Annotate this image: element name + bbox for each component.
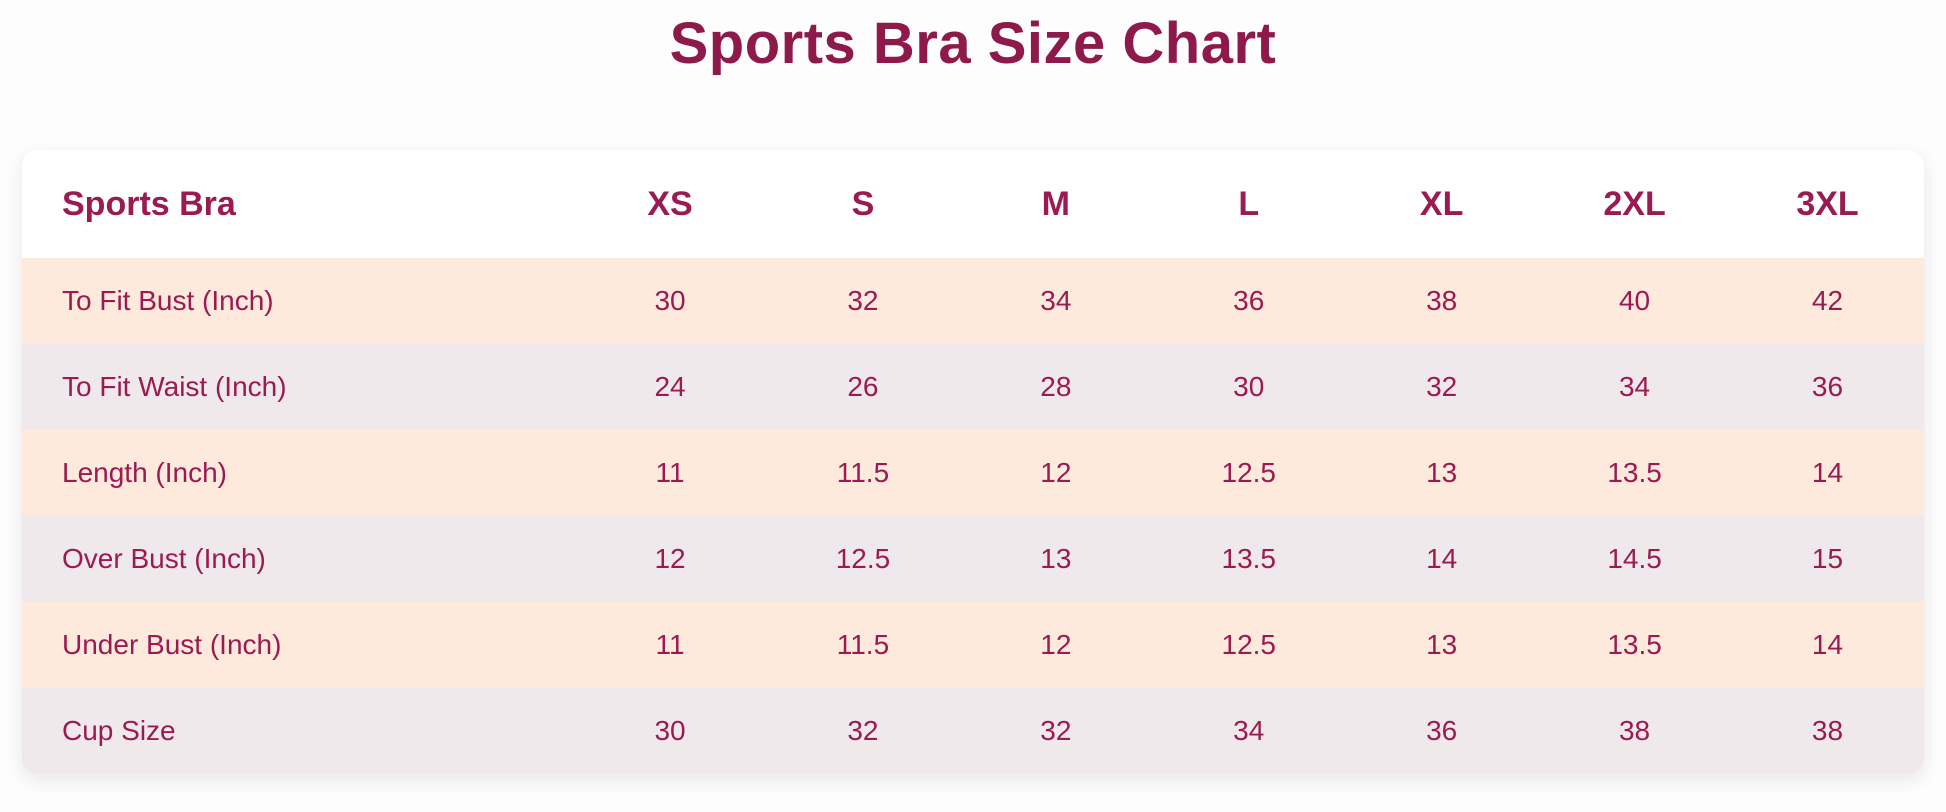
cell-value: 14 xyxy=(1811,457,1844,488)
cell-value: 42 xyxy=(1811,285,1844,316)
table-row-to-fit-waist: To Fit Waist (Inch) 24 26 28 30 32 34 36 xyxy=(22,344,1924,430)
header-size-m: M xyxy=(1041,184,1070,223)
table-row-under-bust: Under Bust (Inch) 11 11.5 12 12.5 13 13.… xyxy=(22,602,1924,688)
cell-value: 12.5 xyxy=(1221,629,1277,660)
row-label: Length (Inch) xyxy=(62,457,227,488)
header-size-xs: XS xyxy=(647,184,693,223)
cell-value: 24 xyxy=(654,371,686,402)
cell-value: 30 xyxy=(654,715,686,746)
header-product-label: Sports Bra xyxy=(62,184,236,223)
cell-value: 11.5 xyxy=(836,457,890,488)
header-size-xl: XL xyxy=(1419,184,1464,223)
cell-value: 36 xyxy=(1233,285,1265,316)
cell-value: 34 xyxy=(1233,715,1265,746)
row-label: Over Bust (Inch) xyxy=(62,543,266,574)
header-row: Sports Bra XS S M L XL 2XL 3XL xyxy=(22,150,1924,258)
cell-value: 32 xyxy=(847,285,879,316)
cell-value: 34 xyxy=(1040,285,1072,316)
cell-value: 14 xyxy=(1811,629,1844,660)
cell-value: 12 xyxy=(1040,457,1072,488)
cell-value: 40 xyxy=(1618,285,1651,316)
table-row-cup-size: Cup Size 30 32 32 34 36 38 38 xyxy=(22,688,1924,774)
header-size-3xl: 3XL xyxy=(1796,184,1859,223)
cell-value: 11 xyxy=(655,457,685,488)
header-size-l: L xyxy=(1238,184,1260,223)
cell-value: 38 xyxy=(1426,285,1458,316)
cell-value: 26 xyxy=(847,371,879,402)
cell-value: 13.5 xyxy=(1607,629,1662,660)
row-label: Cup Size xyxy=(62,715,176,746)
size-chart-card: Sports Bra XS S M L XL 2XL 3XL To Fit Bu… xyxy=(22,150,1924,774)
cell-value: 13.5 xyxy=(1607,457,1662,488)
cell-value: 28 xyxy=(1040,371,1072,402)
cell-value: 13.5 xyxy=(1221,543,1277,574)
table-row-over-bust: Over Bust (Inch) 12 12.5 13 13.5 14 14.5… xyxy=(22,516,1924,602)
cell-value: 13 xyxy=(1426,629,1458,660)
cell-value: 36 xyxy=(1426,715,1458,746)
cell-value: 14 xyxy=(1426,543,1458,574)
cell-value: 12 xyxy=(1040,629,1072,660)
cell-value: 30 xyxy=(654,285,686,316)
cell-value: 32 xyxy=(1426,371,1458,402)
cell-value: 32 xyxy=(847,715,879,746)
row-label: To Fit Waist (Inch) xyxy=(62,371,287,402)
cell-value: 12.5 xyxy=(1221,457,1277,488)
page-title: Sports Bra Size Chart xyxy=(669,11,1277,76)
cell-value: 11.5 xyxy=(836,629,890,660)
cell-value: 11 xyxy=(655,629,685,660)
cell-value: 12 xyxy=(654,543,686,574)
cell-value: 34 xyxy=(1618,371,1651,402)
header-size-2xl: 2XL xyxy=(1603,184,1666,223)
cell-value: 12.5 xyxy=(835,543,891,574)
cell-value: 15 xyxy=(1811,543,1844,574)
cell-value: 13 xyxy=(1426,457,1458,488)
cell-value: 36 xyxy=(1811,371,1844,402)
cell-value: 38 xyxy=(1811,715,1844,746)
table-row-length: Length (Inch) 11 11.5 12 12.5 13 13.5 14 xyxy=(22,430,1924,516)
cell-value: 38 xyxy=(1618,715,1651,746)
row-label: Under Bust (Inch) xyxy=(62,629,282,660)
row-label: To Fit Bust (Inch) xyxy=(62,285,274,316)
cell-value: 13 xyxy=(1040,543,1072,574)
size-chart-table: Sports Bra XS S M L XL 2XL 3XL To Fit Bu… xyxy=(22,150,1924,774)
table-row-to-fit-bust: To Fit Bust (Inch) 30 32 34 36 38 40 42 xyxy=(22,258,1924,344)
cell-value: 14.5 xyxy=(1607,543,1662,574)
header-size-s: S xyxy=(851,184,875,223)
cell-value: 30 xyxy=(1233,371,1265,402)
cell-value: 32 xyxy=(1040,715,1072,746)
